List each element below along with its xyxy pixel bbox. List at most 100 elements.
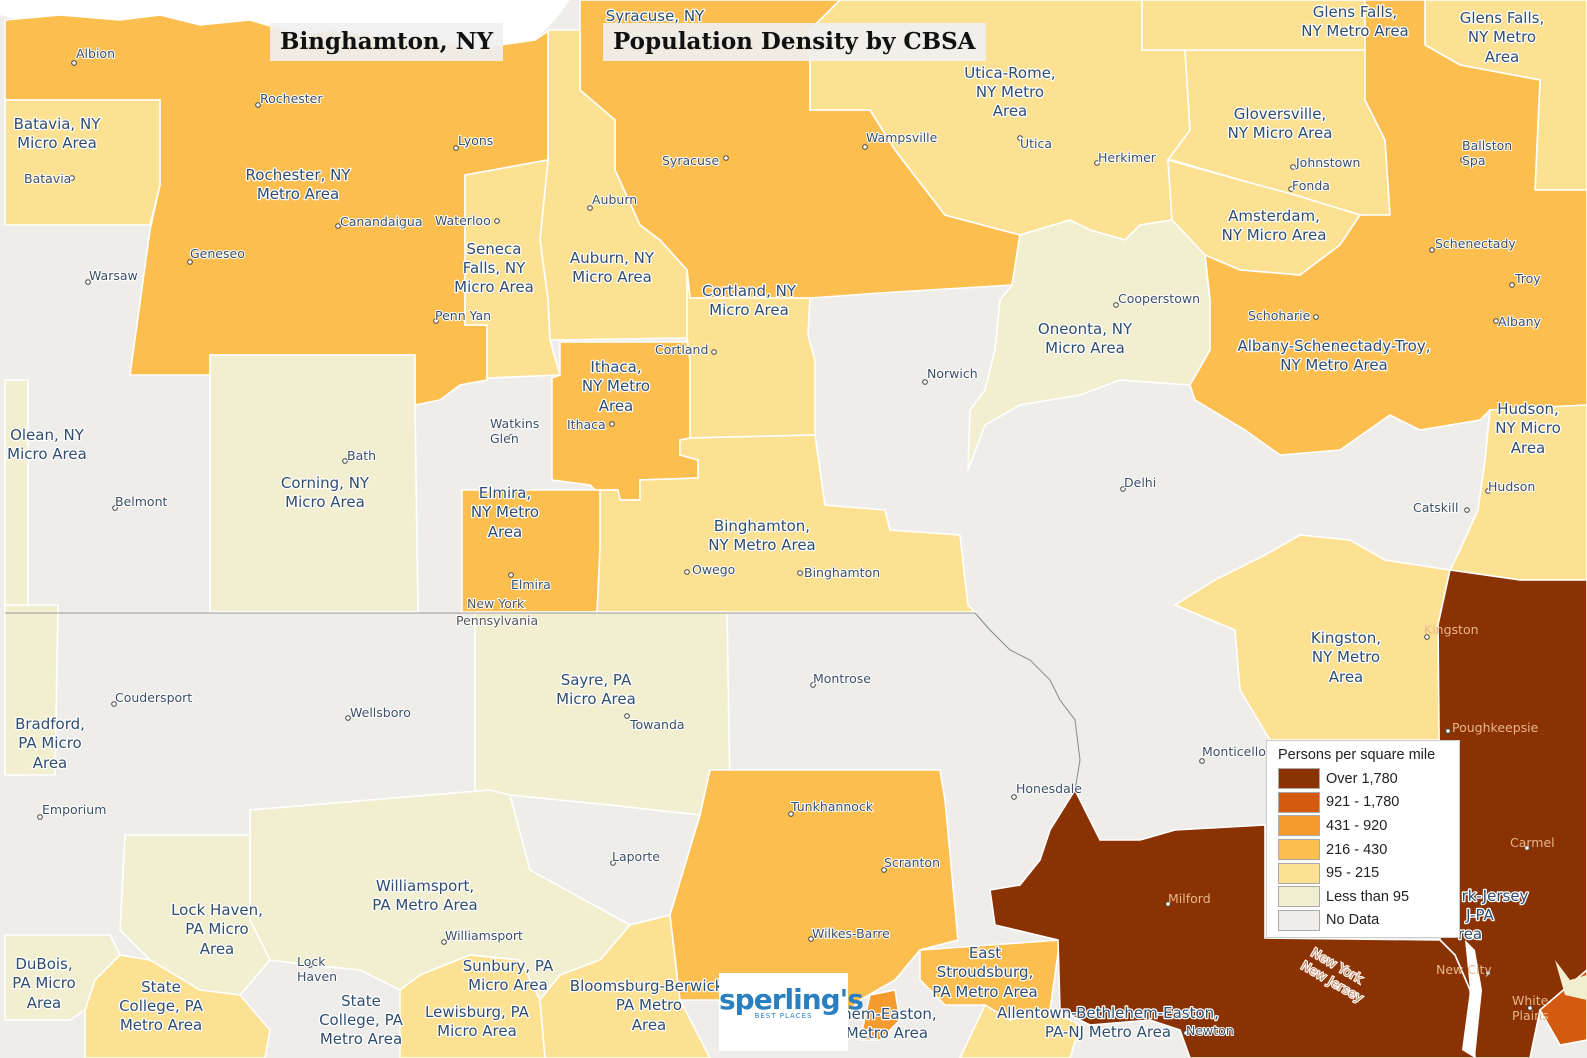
legend-item: No Data	[1278, 909, 1459, 933]
region-albany[interactable]	[1189, 0, 1587, 456]
sperlings-logo[interactable]: sperling's BEST PLACES	[719, 973, 864, 1051]
place-dot	[1460, 157, 1466, 163]
place-label-wellsboro: Wellsboro	[350, 705, 411, 720]
svg-text:Area: Area	[993, 102, 1028, 120]
legend-item: 431 - 920	[1278, 814, 1459, 838]
place-label-penn-yan: Penn Yan	[435, 308, 491, 323]
legend-item: 921 - 1,780	[1278, 791, 1459, 815]
place-dot	[345, 715, 351, 721]
svg-text:Kingston,: Kingston,	[1311, 629, 1381, 647]
svg-text:PA Metro Area: PA Metro Area	[932, 983, 1037, 1001]
place-dot	[1113, 302, 1119, 308]
place-dot	[610, 860, 616, 866]
region-corning[interactable]	[209, 354, 419, 613]
svg-text:Syracuse, NY: Syracuse, NY	[606, 7, 705, 25]
svg-text:Micro Area: Micro Area	[454, 278, 534, 296]
svg-text:NY Metro Area: NY Metro Area	[1280, 356, 1388, 374]
place-dot	[85, 279, 91, 285]
svg-text:State: State	[141, 978, 181, 996]
region-seneca[interactable]	[464, 159, 562, 379]
legend-item: Over 1,780	[1278, 767, 1459, 791]
svg-text:NY Metro: NY Metro	[976, 83, 1044, 101]
region-scranton[interactable]	[669, 769, 959, 1011]
place-dot	[1485, 488, 1491, 494]
svg-text:Sunbury, PA: Sunbury, PA	[463, 957, 554, 975]
legend-item: 216 - 430	[1278, 838, 1459, 862]
legend-swatch	[1278, 839, 1320, 861]
place-dot	[922, 379, 928, 385]
region-statecollege[interactable]	[84, 954, 271, 1058]
place-dot	[723, 155, 729, 161]
place-label-coudersport: Coudersport	[115, 690, 192, 705]
region-oneonta[interactable]	[967, 219, 1211, 471]
svg-text:Micro Area: Micro Area	[437, 1022, 517, 1040]
svg-text:Micro Area: Micro Area	[572, 268, 652, 286]
svg-text:Micro Area: Micro Area	[17, 134, 97, 152]
svg-text:NY Metro: NY Metro	[582, 377, 650, 395]
state-label-ny: New York	[467, 596, 525, 611]
place-label-schoharie: Schoharie	[1248, 308, 1311, 323]
place-label-norwich: Norwich	[927, 366, 978, 381]
svg-text:Area: Area	[632, 1016, 667, 1034]
svg-text:Area: Area	[1485, 48, 1520, 66]
place-dot	[1165, 901, 1171, 907]
place-dot	[255, 102, 261, 108]
svg-text:NY Metro: NY Metro	[1468, 28, 1536, 46]
place-label-utica: Utica	[1020, 136, 1052, 151]
legend-label: 431 - 920	[1326, 817, 1388, 834]
place-label-emporium: Emporium	[42, 802, 106, 817]
legend-item: Less than 95	[1278, 885, 1459, 909]
svg-text:Gloversville,: Gloversville,	[1234, 105, 1326, 123]
region-newyork-nj[interactable]	[989, 788, 1476, 1058]
region-allentown-2[interactable]	[959, 1003, 1081, 1058]
area-label-gloversville: Gloversville,NY Micro Area	[1226, 104, 1333, 144]
region-batavia[interactable]	[4, 99, 161, 226]
area-label-dubois: DuBois,PA Micro Area	[11, 954, 77, 1014]
area-label-amsterdam: Amsterdam,NY Micro Area	[1220, 206, 1327, 246]
svg-text:Glens Falls,: Glens Falls,	[1313, 3, 1397, 21]
place-label-newton: Newton	[1186, 1023, 1234, 1038]
svg-text:Ithaca,: Ithaca,	[590, 358, 641, 376]
place-label-tunkhannock: Tunkhannock	[790, 799, 874, 814]
svg-text:Falls, NY: Falls, NY	[463, 259, 526, 277]
region-elmira[interactable]	[461, 489, 601, 613]
place-label-poughkeepsie: Poughkeepsie	[1452, 720, 1539, 735]
region-bradford[interactable]	[4, 604, 59, 776]
svg-text:PA Micro: PA Micro	[185, 920, 249, 938]
place-dot	[508, 434, 514, 440]
svg-text:DuBois,: DuBois,	[15, 955, 72, 973]
region-glensfalls[interactable]	[1141, 0, 1366, 51]
logo-tagline: BEST PLACES	[754, 1012, 813, 1020]
place-dot	[1094, 160, 1100, 166]
svg-text:Micro Area: Micro Area	[285, 493, 365, 511]
svg-text:PA Micro: PA Micro	[12, 974, 76, 992]
svg-text:Micro Area: Micro Area	[556, 690, 636, 708]
place-dot	[494, 218, 500, 224]
legend-swatch	[1278, 886, 1320, 908]
place-dot	[342, 458, 348, 464]
region-allentown[interactable]	[859, 989, 901, 1041]
svg-text:Micro Area: Micro Area	[709, 301, 789, 319]
state-label-pa: Pennsylvania	[456, 613, 538, 628]
place-label-warsaw: Warsaw	[89, 268, 138, 283]
place-label-kingston: Kingston	[1424, 622, 1479, 637]
place-dot	[881, 867, 887, 873]
svg-text:Williamsport,: Williamsport,	[376, 877, 474, 895]
svg-text:Lock Haven,: Lock Haven,	[171, 901, 263, 919]
place-dot	[808, 936, 814, 942]
place-label-schenectady: Schenectady	[1435, 236, 1516, 251]
svg-text:East: East	[969, 944, 1001, 962]
place-label-williamsport: Williamsport	[445, 928, 523, 943]
svg-text:rea: rea	[1458, 925, 1482, 943]
legend-item: 95 - 215	[1278, 861, 1459, 885]
svg-text:Auburn, NY: Auburn, NY	[570, 249, 655, 267]
svg-text:Area: Area	[488, 523, 523, 541]
place-dot	[1313, 314, 1319, 320]
area-label-glensfalls: Glens Falls,NY Metro Area	[1300, 2, 1410, 42]
